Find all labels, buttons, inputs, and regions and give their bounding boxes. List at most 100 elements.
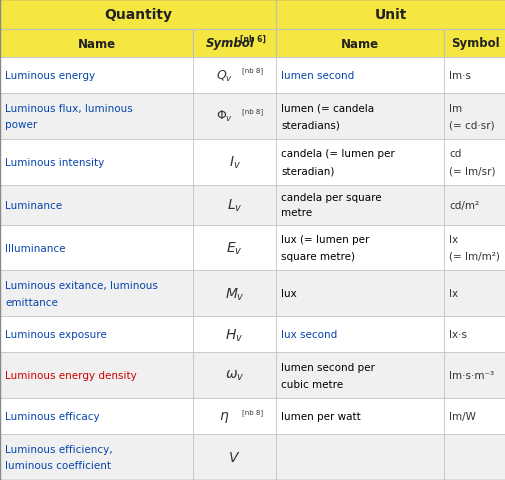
Text: cd: cd xyxy=(448,149,461,159)
Text: Quantity: Quantity xyxy=(104,8,172,22)
Text: lumen second: lumen second xyxy=(280,71,354,81)
Text: Luminous intensity: Luminous intensity xyxy=(5,157,104,168)
Bar xyxy=(275,58,443,94)
Bar xyxy=(275,434,443,480)
Text: lux: lux xyxy=(280,289,296,299)
Bar xyxy=(192,225,275,271)
Text: (= lm/m²): (= lm/m²) xyxy=(448,252,499,261)
Text: lm·s·m⁻³: lm·s·m⁻³ xyxy=(448,371,493,381)
Text: lm·s: lm·s xyxy=(448,71,470,81)
Text: lumen per watt: lumen per watt xyxy=(280,411,360,421)
Bar xyxy=(443,353,505,398)
Text: Luminance: Luminance xyxy=(5,200,62,210)
Bar xyxy=(275,353,443,398)
Text: (= lm/sr): (= lm/sr) xyxy=(448,166,494,176)
Bar xyxy=(443,30,505,58)
Bar xyxy=(443,94,505,140)
Bar xyxy=(192,353,275,398)
Text: lx: lx xyxy=(448,235,457,245)
Text: Luminous efficiency,: Luminous efficiency, xyxy=(5,444,113,454)
Bar xyxy=(192,94,275,140)
Text: $H_v$: $H_v$ xyxy=(225,326,243,343)
Text: steradians): steradians) xyxy=(280,120,339,130)
Bar xyxy=(0,58,192,94)
Text: $L_v$: $L_v$ xyxy=(226,197,242,214)
Bar xyxy=(192,317,275,353)
Text: lm/W: lm/W xyxy=(448,411,475,421)
Bar xyxy=(0,271,192,317)
Text: lumen second per: lumen second per xyxy=(280,362,374,372)
Bar xyxy=(443,185,505,225)
Bar xyxy=(443,140,505,185)
Bar xyxy=(443,398,505,434)
Bar xyxy=(275,185,443,225)
Bar xyxy=(0,434,192,480)
Text: Symbol: Symbol xyxy=(206,37,255,50)
Text: Luminous energy density: Luminous energy density xyxy=(5,371,136,381)
Text: Illuminance: Illuminance xyxy=(5,243,65,253)
Text: Name: Name xyxy=(340,37,378,50)
Text: lx·s: lx·s xyxy=(448,330,466,340)
Text: Name: Name xyxy=(77,37,115,50)
Bar xyxy=(275,30,443,58)
Text: candela per square: candela per square xyxy=(280,193,381,203)
Bar xyxy=(0,185,192,225)
Text: lux second: lux second xyxy=(280,330,337,340)
Text: Luminous energy: Luminous energy xyxy=(5,71,95,81)
Text: [nb 6]: [nb 6] xyxy=(239,35,265,43)
Bar xyxy=(192,398,275,434)
Text: [nb 8]: [nb 8] xyxy=(241,408,263,415)
Bar xyxy=(275,140,443,185)
Bar xyxy=(275,225,443,271)
Text: $\Phi_v$: $\Phi_v$ xyxy=(216,109,233,124)
Text: candela (= lumen per: candela (= lumen per xyxy=(280,149,394,159)
Text: lux (= lumen per: lux (= lumen per xyxy=(280,235,369,245)
Bar xyxy=(0,353,192,398)
Text: $\omega_v$: $\omega_v$ xyxy=(224,368,244,383)
Bar xyxy=(192,185,275,225)
Bar xyxy=(443,271,505,317)
Text: $Q_v$: $Q_v$ xyxy=(216,68,233,84)
Bar xyxy=(0,225,192,271)
Text: Symbol: Symbol xyxy=(450,37,498,50)
Bar xyxy=(443,225,505,271)
Bar xyxy=(443,317,505,353)
Text: Luminous exitance, luminous: Luminous exitance, luminous xyxy=(5,281,158,290)
Bar xyxy=(275,317,443,353)
Bar xyxy=(443,58,505,94)
Bar xyxy=(275,271,443,317)
Text: $M_v$: $M_v$ xyxy=(224,286,244,302)
Text: Luminous efficacy: Luminous efficacy xyxy=(5,411,99,421)
Text: Luminous exposure: Luminous exposure xyxy=(5,330,107,340)
Bar xyxy=(0,94,192,140)
Text: lumen (= candela: lumen (= candela xyxy=(280,103,373,113)
Text: $I_v$: $I_v$ xyxy=(228,154,240,170)
Bar xyxy=(275,0,505,30)
Bar xyxy=(192,58,275,94)
Bar xyxy=(443,434,505,480)
Text: luminous coefficient: luminous coefficient xyxy=(5,460,111,470)
Bar xyxy=(0,30,192,58)
Bar xyxy=(192,434,275,480)
Text: Luminous flux, luminous: Luminous flux, luminous xyxy=(5,103,132,113)
Bar xyxy=(192,140,275,185)
Text: power: power xyxy=(5,120,37,130)
Text: metre: metre xyxy=(280,207,312,217)
Text: steradian): steradian) xyxy=(280,166,334,176)
Text: $V$: $V$ xyxy=(228,450,240,464)
Text: [nb 8]: [nb 8] xyxy=(241,68,263,74)
Text: emittance: emittance xyxy=(5,297,58,307)
Bar xyxy=(0,398,192,434)
Bar xyxy=(275,94,443,140)
Text: square metre): square metre) xyxy=(280,252,355,261)
Bar xyxy=(192,30,275,58)
Text: lx: lx xyxy=(448,289,457,299)
Text: Unit: Unit xyxy=(374,8,407,22)
Bar xyxy=(0,140,192,185)
Bar xyxy=(275,398,443,434)
Text: (= cd·sr): (= cd·sr) xyxy=(448,120,494,130)
Text: cubic metre: cubic metre xyxy=(280,379,342,389)
Text: cd/m²: cd/m² xyxy=(448,200,478,210)
Bar xyxy=(192,271,275,317)
Text: [nb 8]: [nb 8] xyxy=(241,108,263,115)
